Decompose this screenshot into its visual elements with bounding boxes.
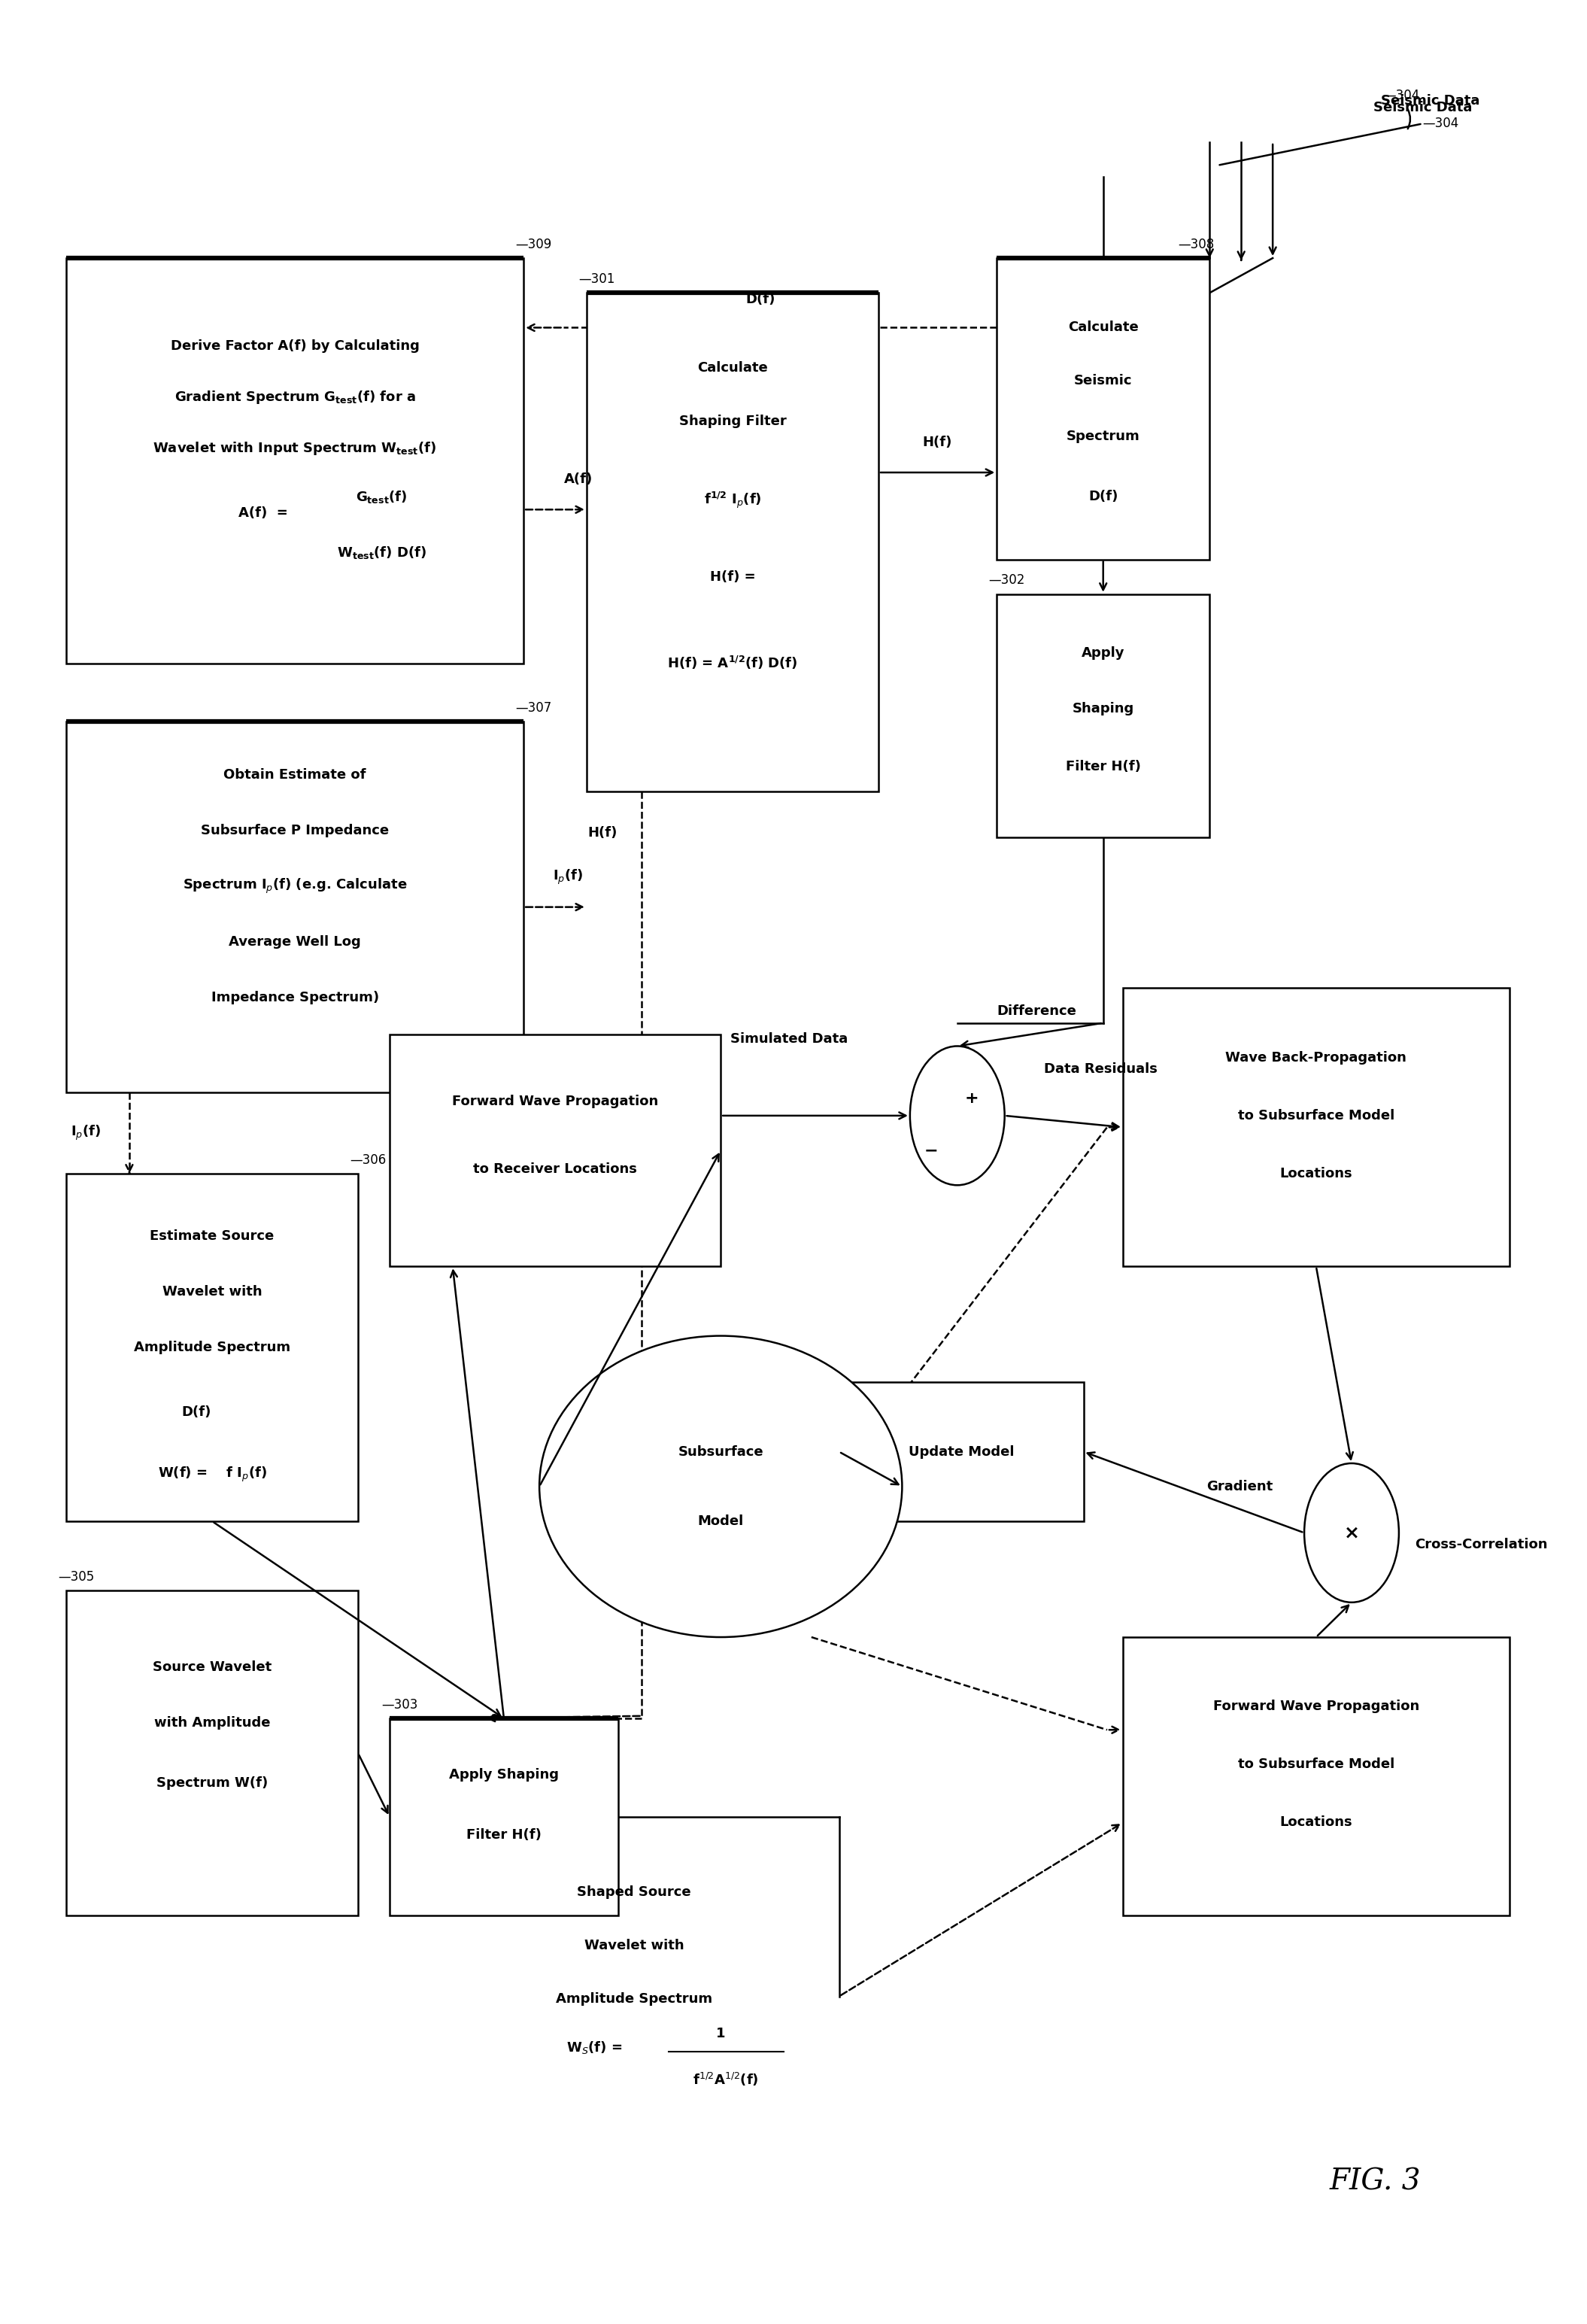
Text: Difference: Difference [997, 1004, 1076, 1018]
Text: —308: —308 [1178, 237, 1214, 251]
Text: Filter H(f): Filter H(f) [467, 1829, 541, 1843]
Bar [389, 1717, 619, 1915]
Text: H(f): H(f) [922, 435, 952, 449]
Text: Amplitude Spectrum: Amplitude Spectrum [555, 1992, 713, 2006]
Text: to Receiver Locations: to Receiver Locations [473, 1162, 636, 1176]
Text: Apply: Apply [1082, 646, 1125, 660]
Text: W$_{\mathbf{test}}$(f) D(f): W$_{\mathbf{test}}$(f) D(f) [336, 544, 427, 560]
Text: Seismic Data: Seismic Data [1373, 100, 1473, 114]
Text: Shaping Filter: Shaping Filter [679, 414, 786, 428]
Text: Estimate Source: Estimate Source [149, 1229, 275, 1243]
Bar [1124, 1636, 1509, 1915]
Text: —301: —301 [579, 272, 616, 286]
Text: −: − [924, 1143, 938, 1157]
Text: —304: —304 [1422, 116, 1458, 130]
Text: +: + [965, 1090, 979, 1106]
Text: Filter H(f): Filter H(f) [1065, 760, 1141, 774]
Text: Gradient Spectrum G$_{\mathbf{test}}$(f) for a: Gradient Spectrum G$_{\mathbf{test}}$(f)… [175, 388, 416, 404]
Bar [67, 1592, 359, 1915]
Text: W(f) =    f I$_p$(f): W(f) = f I$_p$(f) [157, 1466, 267, 1485]
Text: Forward Wave Propagation: Forward Wave Propagation [1212, 1699, 1419, 1713]
Text: A(f)  =: A(f) = [238, 507, 289, 521]
Text: 1: 1 [716, 2027, 725, 2040]
Text: Wavelet with: Wavelet with [162, 1285, 262, 1299]
Text: Gradient: Gradient [1206, 1480, 1273, 1494]
Bar [840, 1383, 1084, 1522]
Text: —306: —306 [351, 1153, 386, 1167]
Text: Wavelet with Input Spectrum W$_{\mathbf{test}}$(f): Wavelet with Input Spectrum W$_{\mathbf{… [152, 439, 436, 456]
Text: —302: —302 [989, 574, 1025, 588]
Text: I$_p$(f): I$_p$(f) [552, 867, 582, 885]
Text: H(f): H(f) [587, 825, 617, 839]
Text: Spectrum W(f): Spectrum W(f) [157, 1776, 268, 1789]
Text: Calculate: Calculate [1068, 321, 1138, 335]
Text: Forward Wave Propagation: Forward Wave Propagation [452, 1095, 659, 1109]
Bar [997, 258, 1209, 560]
Bar [1124, 988, 1509, 1267]
Text: —303: —303 [381, 1699, 417, 1710]
Text: Apply Shaping: Apply Shaping [449, 1769, 559, 1783]
Text: Impedance Spectrum): Impedance Spectrum) [211, 990, 379, 1004]
Text: —305: —305 [59, 1571, 95, 1585]
Text: Spectrum: Spectrum [1066, 430, 1139, 444]
Text: Subsurface P Impedance: Subsurface P Impedance [202, 823, 389, 837]
Text: —307: —307 [516, 702, 552, 716]
Text: Cross-Correlation: Cross-Correlation [1414, 1538, 1547, 1550]
Circle shape [1305, 1464, 1398, 1601]
Text: Spectrum I$_p$(f) (e.g. Calculate: Spectrum I$_p$(f) (e.g. Calculate [183, 876, 408, 895]
Text: Locations: Locations [1279, 1167, 1352, 1181]
Text: Amplitude Spectrum: Amplitude Spectrum [133, 1341, 290, 1355]
Text: Wavelet with: Wavelet with [584, 1938, 684, 1952]
Bar [67, 723, 524, 1092]
Text: Seismic Data: Seismic Data [1381, 93, 1479, 107]
Text: Data Residuals: Data Residuals [1044, 1062, 1157, 1076]
Text: G$_{\mathbf{test}}$(f): G$_{\mathbf{test}}$(f) [355, 488, 408, 504]
Text: Wave Back-Propagation: Wave Back-Propagation [1225, 1050, 1406, 1064]
Text: Simulated Data: Simulated Data [730, 1032, 847, 1046]
Text: —304: —304 [1384, 88, 1419, 102]
Bar [67, 258, 524, 665]
Text: W$_S$(f) =: W$_S$(f) = [567, 2040, 622, 2054]
Bar [67, 1174, 359, 1522]
Text: Derive Factor A(f) by Calculating: Derive Factor A(f) by Calculating [170, 339, 419, 353]
Text: H(f) =: H(f) = [709, 569, 755, 583]
Bar [997, 595, 1209, 837]
Text: —309: —309 [516, 237, 552, 251]
Text: Calculate: Calculate [697, 363, 768, 374]
Text: with Amplitude: with Amplitude [154, 1715, 270, 1729]
Text: Source Wavelet: Source Wavelet [152, 1659, 271, 1673]
Text: A(f): A(f) [565, 472, 594, 486]
Text: ×: × [1344, 1525, 1360, 1541]
Bar [587, 293, 879, 790]
Text: Model: Model [698, 1515, 744, 1527]
Text: to Subsurface Model: to Subsurface Model [1238, 1757, 1395, 1771]
Text: Locations: Locations [1279, 1815, 1352, 1829]
Text: D(f): D(f) [746, 293, 774, 307]
Text: f$^{\mathbf{1/2}}$ I$_p$(f): f$^{\mathbf{1/2}}$ I$_p$(f) [703, 490, 762, 511]
Text: FIG. 3: FIG. 3 [1330, 2168, 1420, 2196]
Text: Average Well Log: Average Well Log [229, 934, 360, 948]
Text: I$_p$(f): I$_p$(f) [71, 1125, 102, 1141]
Text: H(f) = A$^{\mathbf{1/2}}$(f) D(f): H(f) = A$^{\mathbf{1/2}}$(f) D(f) [667, 655, 798, 672]
Text: Seismic: Seismic [1074, 374, 1132, 388]
Text: Update Model: Update Model [908, 1446, 1014, 1459]
Text: Shaped Source: Shaped Source [578, 1885, 690, 1899]
Text: Shaping: Shaping [1073, 702, 1135, 716]
Text: D(f): D(f) [1089, 490, 1117, 504]
Circle shape [909, 1046, 1005, 1185]
Text: f$^{1/2}$A$^{1/2}$(f): f$^{1/2}$A$^{1/2}$(f) [692, 2071, 759, 2089]
Text: D(f): D(f) [181, 1406, 211, 1420]
Text: to Subsurface Model: to Subsurface Model [1238, 1109, 1395, 1122]
Ellipse shape [540, 1336, 901, 1636]
Text: Subsurface: Subsurface [678, 1446, 763, 1459]
Bar [389, 1034, 720, 1267]
Text: Obtain Estimate of: Obtain Estimate of [224, 769, 367, 781]
